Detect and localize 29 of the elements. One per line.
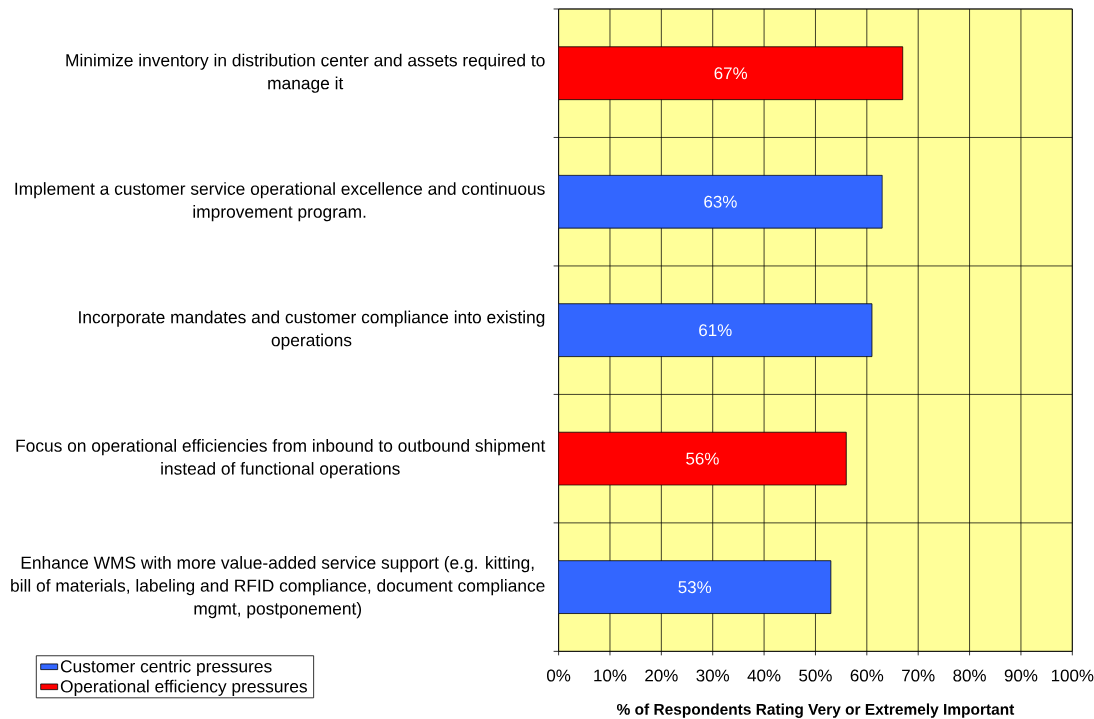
bar: [558, 174, 883, 229]
data-label: 61%: [699, 324, 732, 337]
x-tick-label: 70%: [902, 669, 935, 682]
bar: [558, 46, 904, 100]
legend-label: Operational efficiency pressures: [60, 679, 307, 696]
x-tick-label: 90%: [1004, 669, 1038, 682]
x-tick-label: 80%: [953, 669, 986, 682]
x-tick-label: 0%: [547, 669, 571, 682]
x-tick-label: 20%: [645, 669, 678, 682]
y-tick-label: Focus on operational efficiencies from inbound to outbound shipment instead of functional operations: [16, 439, 546, 479]
y-tick-label: Minimize inventory in distribution center and assets required to manage it: [66, 53, 545, 93]
legend-label: Customer centric pressures: [60, 659, 272, 676]
data-label: 53%: [678, 581, 712, 594]
x-axis-title: % of Respondents Rating Very or Extremely Important: [616, 703, 1015, 718]
bar: [558, 303, 873, 357]
x-tick-label: 10%: [594, 669, 627, 682]
data-label: 56%: [686, 452, 719, 465]
y-tick-label: Implement a customer service operational excellence and continuous improvement program.: [15, 182, 545, 222]
x-tick-label: 40%: [747, 669, 781, 682]
x-tick-label: 60%: [850, 669, 884, 682]
x-tick-label: 30%: [696, 669, 730, 682]
x-tick-label: 50%: [799, 669, 832, 682]
bar: [558, 560, 832, 614]
bar: [558, 431, 847, 486]
y-tick-label: Incorporate mandates and customer compliance into existing operations: [79, 310, 545, 350]
y-tick-label: Enhance WMS with more value-added service support (e.g. kitting, bill of materials, labeling and RFID compliance, document compliance mgmt, postponement): [11, 556, 545, 619]
x-tick-label: 100%: [1051, 669, 1094, 682]
data-label: 67%: [714, 67, 748, 80]
data-label: 63%: [704, 195, 737, 208]
